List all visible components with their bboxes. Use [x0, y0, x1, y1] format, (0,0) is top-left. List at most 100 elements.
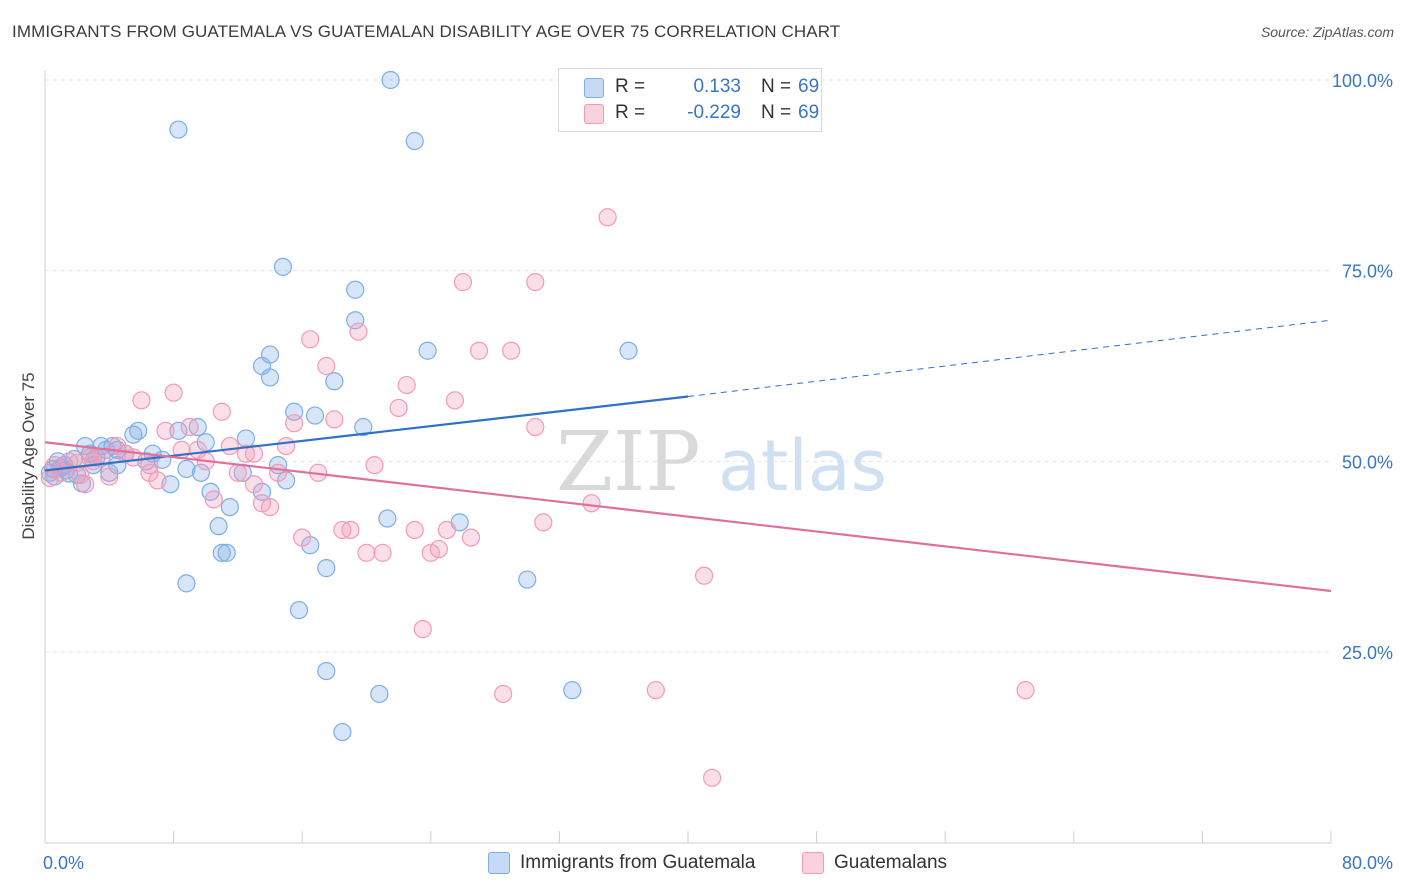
- point-immigrants: [260, 368, 280, 387]
- trend-lines: [44, 319, 1332, 593]
- bottom-legend-swatch-blue: [488, 852, 510, 874]
- bottom-legend-swatch-pink: [802, 852, 824, 874]
- point-guatemalans: [148, 471, 167, 490]
- correlation-legend: R = 0.133 N = 69 R = -0.229 N = 69: [558, 68, 822, 132]
- watermark-zip: ZIP: [556, 415, 701, 510]
- point-immigrants: [370, 684, 389, 704]
- point-guatemalans: [325, 410, 344, 429]
- point-guatemalans: [429, 539, 448, 559]
- trend-line-immigrants-projection: [687, 319, 1332, 398]
- point-immigrants: [236, 429, 256, 448]
- point-guatemalans: [80, 448, 100, 467]
- watermark-atlas: atlas: [718, 425, 887, 507]
- point-guatemalans: [413, 620, 432, 639]
- y-tick-label: 75.0%: [1342, 262, 1393, 282]
- point-guatemalans: [703, 768, 722, 787]
- point-guatemalans: [341, 520, 360, 540]
- point-guatemalans: [132, 391, 151, 410]
- point-immigrants: [378, 509, 397, 528]
- bottom-legend-guatemalans: Guatemalans: [802, 852, 947, 874]
- point-guatemalans: [100, 467, 119, 486]
- legend-r-label: R =: [615, 76, 646, 97]
- point-immigrants: [405, 131, 424, 151]
- point-guatemalans: [694, 566, 714, 585]
- point-immigrants: [209, 517, 228, 536]
- point-immigrants: [169, 421, 188, 440]
- bottom-legend-immigrants: Immigrants from Guatemala: [488, 852, 755, 874]
- point-immigrants: [317, 661, 336, 681]
- point-guatemalans: [140, 456, 159, 475]
- point-guatemalans: [534, 513, 553, 532]
- point-immigrants: [260, 345, 280, 364]
- axes: [44, 70, 1332, 844]
- legend-n-value: 69: [798, 76, 820, 97]
- point-immigrants: [563, 681, 582, 700]
- x-tick-label-max: 80.0%: [1342, 853, 1393, 873]
- point-guatemalans: [220, 436, 239, 456]
- point-immigrants: [169, 120, 188, 139]
- point-immigrants: [333, 722, 352, 742]
- legend-r-value: 0.133: [693, 76, 741, 97]
- point-guatemalans: [180, 417, 199, 437]
- scatter-points: [40, 70, 1035, 787]
- point-guatemalans: [204, 490, 223, 509]
- point-guatemalans: [212, 402, 231, 421]
- legend-n-value: 69: [798, 102, 820, 123]
- point-immigrants: [325, 372, 344, 391]
- point-guatemalans: [437, 520, 456, 540]
- point-guatemalans: [1016, 681, 1035, 700]
- point-immigrants: [317, 559, 336, 578]
- point-immigrants: [273, 257, 293, 276]
- point-guatemalans: [228, 463, 247, 482]
- point-guatemalans: [405, 520, 424, 540]
- y-tick-label: 100.0%: [1332, 71, 1393, 91]
- watermark: ZIP atlas: [556, 415, 887, 510]
- point-immigrants: [381, 70, 400, 90]
- axis-labels: 25.0% 50.0% 75.0% 100.0% 0.0% 80.0% Disability…: [19, 71, 1393, 873]
- point-immigrants: [354, 417, 373, 437]
- bottom-legend-label-immigrants: Immigrants from Guatemala: [520, 852, 756, 873]
- point-immigrants: [518, 570, 537, 589]
- legend-n-label: N =: [761, 76, 792, 97]
- point-guatemalans: [349, 322, 368, 341]
- point-guatemalans: [502, 341, 521, 360]
- point-immigrants: [217, 543, 236, 562]
- legend-swatch-blue: [584, 78, 604, 98]
- point-guatemalans: [373, 543, 392, 562]
- source-label: Source: ZipAtlas.com: [1260, 24, 1394, 40]
- point-immigrants: [418, 341, 437, 360]
- point-guatemalans: [244, 444, 264, 463]
- point-immigrants: [177, 574, 196, 593]
- point-immigrants: [177, 459, 196, 479]
- point-immigrants: [305, 406, 325, 425]
- point-guatemalans: [285, 414, 304, 433]
- point-guatemalans: [646, 681, 665, 700]
- point-guatemalans: [244, 475, 264, 494]
- point-immigrants: [346, 311, 365, 330]
- point-guatemalans: [582, 494, 601, 513]
- point-guatemalans: [365, 456, 384, 475]
- point-immigrants: [619, 341, 638, 360]
- point-guatemalans: [301, 330, 320, 349]
- point-guatemalans: [277, 436, 296, 456]
- trend-line-immigrants: [44, 395, 689, 472]
- point-guatemalans: [469, 341, 489, 360]
- y-tick-label: 25.0%: [1342, 643, 1393, 663]
- point-immigrants: [346, 280, 365, 299]
- point-guatemalans: [598, 208, 617, 227]
- bottom-legend-label-guatemalans: Guatemalans: [834, 852, 948, 873]
- legend-swatch-pink: [584, 104, 604, 124]
- point-guatemalans: [293, 528, 312, 547]
- point-guatemalans: [268, 463, 288, 482]
- point-immigrants: [212, 543, 231, 562]
- x-tick-label-min: 0.0%: [43, 853, 84, 873]
- point-guatemalans: [156, 421, 175, 440]
- trend-line-guatemalans: [44, 441, 1332, 593]
- point-guatemalans: [389, 398, 408, 418]
- point-guatemalans: [526, 417, 545, 437]
- point-immigrants: [191, 463, 211, 482]
- y-axis-title: Disability Age Over 75: [19, 372, 38, 539]
- grid-lines: [45, 79, 1331, 653]
- point-immigrants: [129, 421, 148, 440]
